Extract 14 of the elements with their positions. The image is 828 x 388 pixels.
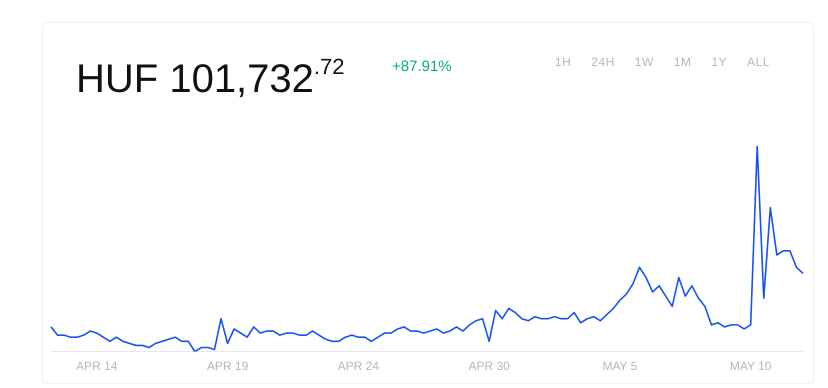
x-tick-label: APR 19: [206, 359, 249, 374]
text: 1H: [554, 55, 572, 69]
chart-title: HUF 101,732$^{.72}$: [76, 54, 345, 102]
x-tick-label: APR 30: [468, 359, 510, 374]
x-tick-label: APR 24: [338, 359, 380, 374]
x-tick-label: MAY 5: [602, 359, 638, 374]
text: 24H: [591, 55, 615, 69]
text: 1M: [674, 55, 692, 69]
chart-subtitle: +87.91%: [392, 58, 452, 75]
text: 1W: [634, 55, 654, 69]
x-tick-label: APR 14: [76, 359, 118, 374]
text: 1Y: [711, 55, 728, 69]
x-tick-label: MAY 10: [730, 359, 772, 374]
text: ALL: [747, 55, 770, 69]
